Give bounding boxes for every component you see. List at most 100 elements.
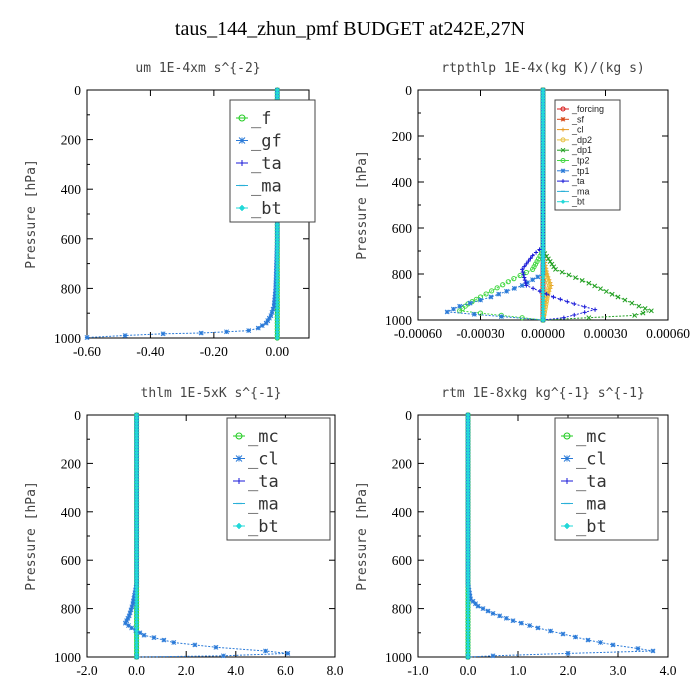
- y-tick-label: 0: [405, 83, 412, 98]
- x-tick-label: 0.0: [460, 663, 477, 678]
- data-point: [496, 291, 502, 297]
- legend-marker-icon: [236, 478, 242, 484]
- data-point: [489, 288, 495, 294]
- panel-title: rtm 1E-8xkg kg^{-1} s^{-1}: [441, 386, 645, 401]
- data-point: [629, 300, 635, 306]
- data-point: [511, 285, 517, 291]
- data-point: [592, 307, 598, 312]
- legend-entry: _ta: [571, 176, 585, 186]
- x-tick-label: 6.0: [277, 663, 294, 678]
- y-tick-label: 800: [392, 267, 413, 282]
- legend-marker-icon: [239, 160, 245, 166]
- x-tick-label: 0.00030: [584, 326, 628, 341]
- data-point: [457, 303, 463, 309]
- data-point: [160, 331, 166, 337]
- data-point: [263, 320, 269, 326]
- data-point: [572, 301, 577, 306]
- data-point: [535, 625, 541, 631]
- legend-marker-icon: [235, 455, 243, 462]
- data-point: [127, 610, 133, 616]
- legend-marker-icon: [235, 432, 243, 440]
- legend-entry: _bt: [576, 517, 607, 537]
- data-point: [273, 277, 279, 283]
- y-axis-label: Pressure [hPa]: [355, 481, 370, 591]
- data-point: [527, 623, 533, 628]
- legend-entry: _cl: [248, 450, 279, 470]
- data-point: [572, 312, 577, 318]
- legend-entry: _gf: [251, 132, 282, 152]
- data-point: [511, 276, 517, 282]
- data-point: [273, 283, 279, 288]
- legend-entry: _ta: [576, 472, 607, 492]
- data-point: [220, 653, 226, 659]
- data-point: [582, 310, 587, 315]
- x-tick-label: 0.00: [265, 344, 289, 359]
- data-point: [84, 335, 90, 340]
- data-point: [545, 288, 551, 294]
- legend-marker-icon: [561, 179, 565, 184]
- legend-box: [554, 417, 659, 541]
- y-tick-label: 200: [61, 133, 82, 148]
- data-point: [547, 259, 553, 264]
- data-point: [610, 642, 616, 648]
- legend-marker-icon: [560, 199, 566, 205]
- data-point: [553, 266, 558, 272]
- data-point: [609, 291, 615, 297]
- data-point: [272, 294, 278, 300]
- data-point: [213, 644, 219, 650]
- x-tick-label: -1.0: [407, 663, 429, 678]
- data-point: [544, 253, 550, 259]
- data-point: [137, 630, 143, 636]
- x-tick-label: 1.0: [510, 663, 527, 678]
- chart-panel-4: rtm 1E-8xkg kg^{-1} s^{-1} Pressure [hPa]…: [355, 386, 677, 678]
- data-point: [545, 256, 551, 262]
- data-point: [551, 294, 556, 300]
- legend-marker-icon: [235, 522, 243, 530]
- data-point: [559, 269, 565, 275]
- chart-panel-2: rtpthlp 1E-4x(kg K)/(kg s) Pressure [hPa]…: [355, 61, 690, 341]
- legend: _f _gf_ta _ma_bt: [229, 99, 316, 223]
- data-point: [122, 333, 128, 338]
- data-point: [505, 279, 511, 285]
- data-point: [549, 261, 555, 267]
- panel-title: um 1E-4xm s^{-2}: [135, 61, 260, 76]
- legend-entry: _mc: [248, 427, 279, 447]
- x-tick-label: -0.00060: [394, 326, 443, 341]
- x-tick-label: -0.40: [136, 344, 164, 359]
- data-point: [485, 608, 491, 614]
- data-point: [504, 288, 509, 294]
- legend-entry: _f: [251, 109, 271, 129]
- data-point: [586, 315, 592, 321]
- data-point: [272, 291, 278, 297]
- y-tick-label: 800: [61, 281, 82, 296]
- data-point: [122, 620, 128, 626]
- data-point: [632, 312, 638, 318]
- data-point: [444, 309, 450, 315]
- x-tick-label: 0.00060: [646, 326, 690, 341]
- legend-marker-icon: [560, 147, 566, 153]
- data-point: [478, 297, 483, 303]
- data-point: [530, 253, 535, 258]
- data-point: [517, 272, 523, 279]
- legend-marker-icon: [560, 168, 566, 174]
- data-point: [272, 297, 278, 303]
- figure-title: taus_144_zhun_pmf BUDGET at242E,27N: [174, 18, 526, 40]
- data-point: [518, 620, 524, 626]
- x-tick-label: 8.0: [327, 663, 344, 678]
- series-bt: [134, 412, 140, 660]
- legend-entry: _ta: [251, 154, 282, 174]
- data-point: [544, 274, 550, 280]
- legend-marker-icon: [561, 127, 565, 132]
- y-tick-label: 800: [61, 602, 82, 617]
- x-tick-label: 4.0: [660, 663, 677, 678]
- data-point: [503, 615, 509, 621]
- legend-marker-icon: [560, 158, 566, 163]
- data-point: [129, 625, 135, 631]
- data-point: [573, 275, 578, 281]
- data-point: [520, 267, 525, 272]
- y-tick-label: 600: [392, 553, 413, 568]
- data-point: [544, 296, 550, 302]
- series-tp2: [457, 87, 546, 323]
- y-tick-label: 600: [392, 221, 413, 236]
- y-axis-label: Pressure [hPa]: [24, 481, 39, 591]
